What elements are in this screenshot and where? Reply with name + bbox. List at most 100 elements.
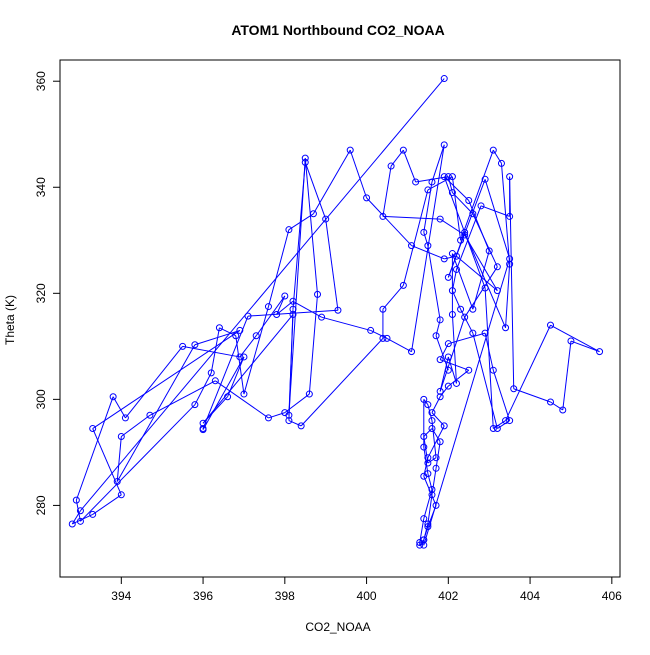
data-point bbox=[436, 316, 444, 324]
data-point bbox=[440, 422, 448, 430]
series-line-segment bbox=[243, 306, 269, 395]
series-line-segment bbox=[292, 300, 322, 318]
series-line-segment bbox=[202, 315, 249, 429]
data-point bbox=[469, 329, 477, 337]
series-line-segment bbox=[75, 396, 114, 501]
y-axis-label: Theta (K) bbox=[3, 295, 17, 345]
data-point bbox=[448, 287, 456, 295]
data-point bbox=[448, 189, 456, 197]
series-line-segment bbox=[456, 205, 482, 270]
x-tick-label: 400 bbox=[357, 589, 377, 603]
data-point bbox=[72, 496, 80, 504]
series-line-segment bbox=[304, 162, 327, 220]
data-point bbox=[289, 311, 297, 319]
data-point bbox=[224, 393, 232, 401]
data-point bbox=[408, 242, 416, 250]
data-point bbox=[207, 369, 215, 377]
x-tick-label: 396 bbox=[193, 589, 213, 603]
data-point bbox=[273, 311, 281, 319]
series-line-segment bbox=[427, 176, 453, 191]
series-line-segment bbox=[235, 335, 245, 395]
series-line-segment bbox=[451, 253, 474, 310]
series-line-segment bbox=[411, 245, 445, 260]
data-point bbox=[399, 146, 407, 154]
data-point bbox=[452, 379, 460, 387]
series-line-segment bbox=[210, 327, 220, 373]
data-point bbox=[481, 329, 489, 337]
data-point bbox=[444, 173, 452, 181]
series-line-segment bbox=[550, 324, 600, 353]
series-line-segment bbox=[431, 468, 437, 495]
data-point bbox=[383, 334, 391, 342]
data-point bbox=[502, 417, 510, 425]
data-point bbox=[113, 478, 121, 486]
data-point bbox=[428, 425, 436, 433]
series-line-segment bbox=[500, 163, 511, 265]
data-point bbox=[428, 409, 436, 417]
data-point bbox=[489, 146, 497, 154]
series-line-segment bbox=[484, 287, 494, 429]
data-point bbox=[420, 395, 428, 403]
series-line-segment bbox=[484, 179, 511, 259]
data-point bbox=[117, 432, 125, 440]
y-tick-label: 280 bbox=[34, 495, 48, 515]
data-point bbox=[436, 387, 444, 395]
series-line-segment bbox=[402, 189, 429, 286]
data-point bbox=[506, 212, 514, 220]
data-point bbox=[485, 247, 493, 255]
data-point bbox=[199, 425, 207, 433]
series-line-segment bbox=[125, 346, 184, 419]
series-line-segment bbox=[427, 425, 445, 458]
series-line-segment bbox=[300, 338, 384, 427]
data-point bbox=[444, 273, 452, 281]
data-point bbox=[420, 536, 428, 544]
y-axis: 280 300 320 340 360 bbox=[34, 71, 60, 515]
series-line-segment bbox=[472, 213, 498, 268]
series-line-segment bbox=[472, 332, 498, 429]
series-line-segment bbox=[492, 370, 511, 421]
data-point bbox=[432, 501, 440, 509]
series-line-segment bbox=[382, 165, 392, 217]
series-line-segment bbox=[435, 335, 449, 371]
data-point bbox=[432, 332, 440, 340]
data-point bbox=[493, 287, 501, 295]
series-line-segment bbox=[439, 385, 449, 398]
data-point bbox=[322, 215, 330, 223]
series-line-segment bbox=[194, 372, 212, 405]
series-line-segment bbox=[431, 144, 445, 183]
x-tick-label: 402 bbox=[438, 589, 458, 603]
data-point bbox=[493, 425, 501, 433]
data-point bbox=[424, 186, 432, 194]
data-point bbox=[420, 472, 428, 480]
data-point bbox=[428, 178, 436, 186]
series-line-segment bbox=[492, 149, 502, 164]
data-point bbox=[469, 305, 477, 313]
data-point bbox=[448, 311, 456, 319]
data-point bbox=[506, 417, 514, 425]
data-point bbox=[420, 432, 428, 440]
data-point bbox=[436, 215, 444, 223]
plot-frame bbox=[59, 59, 621, 578]
series-line-segment bbox=[443, 176, 470, 201]
data-point bbox=[452, 265, 460, 273]
x-tick-label: 406 bbox=[602, 589, 622, 603]
series-line-segment bbox=[460, 149, 494, 241]
data-point bbox=[477, 202, 485, 210]
data-point bbox=[297, 422, 305, 430]
data-point bbox=[420, 515, 428, 523]
data-point bbox=[452, 252, 460, 260]
data-point bbox=[420, 443, 428, 451]
series-line-segment bbox=[312, 149, 351, 215]
data-point bbox=[506, 255, 514, 263]
plot-border bbox=[59, 59, 621, 578]
data-point bbox=[89, 425, 97, 433]
series-line-segment bbox=[493, 420, 506, 429]
data-point bbox=[236, 353, 244, 361]
series-line-segment bbox=[366, 197, 412, 246]
series-line-segment bbox=[480, 205, 510, 217]
series-line-segment bbox=[382, 285, 404, 310]
data-point bbox=[215, 324, 223, 332]
data-point bbox=[363, 194, 371, 202]
data-point bbox=[424, 454, 432, 462]
data-point bbox=[448, 173, 456, 181]
